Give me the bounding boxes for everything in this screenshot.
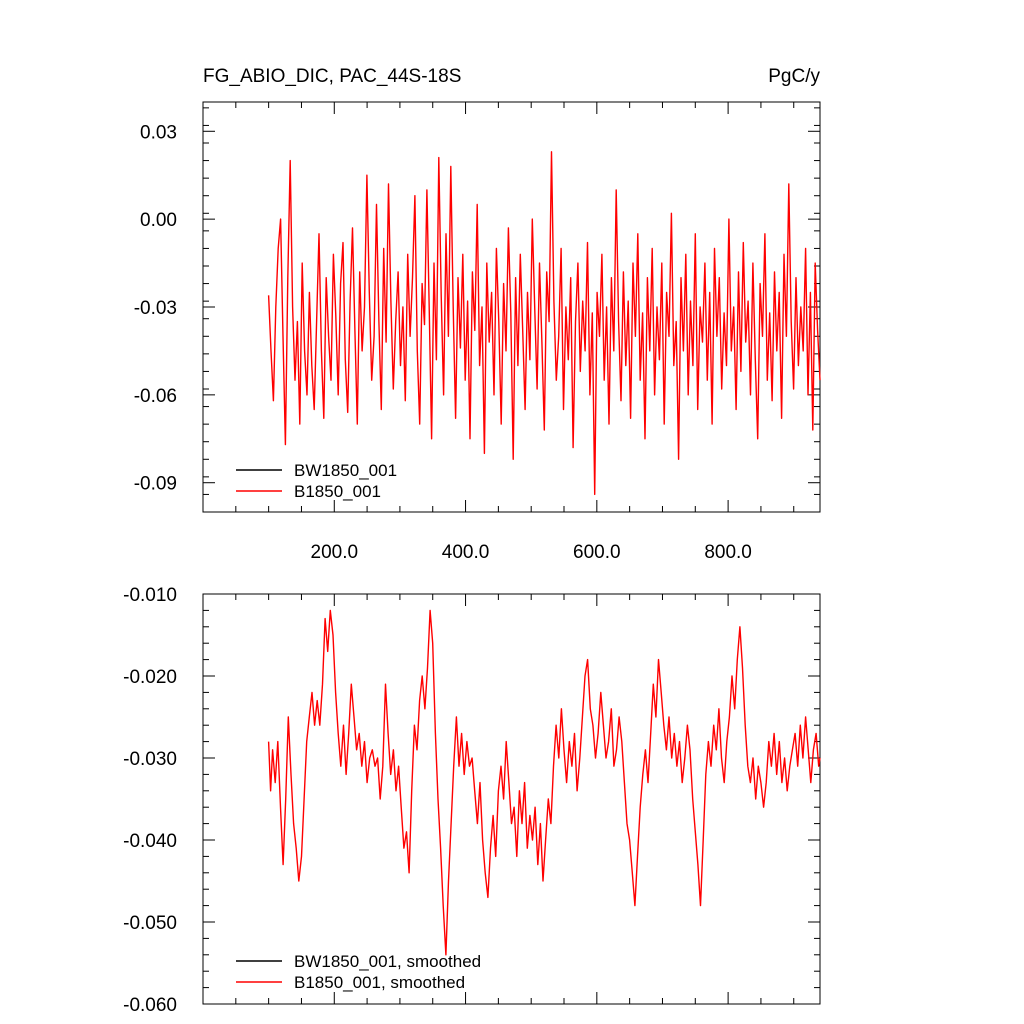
x-tick-label: 400.0 (442, 542, 490, 563)
y-tick-label: -0.040 (123, 831, 177, 852)
y-tick-label: 0.03 (140, 122, 177, 143)
chart-title: FG_ABIO_DIC, PAC_44S-18S (203, 66, 461, 87)
y-tick-label: -0.020 (123, 667, 177, 688)
tick-group-top: 0.03 0.00 -0.03 -0.06 -0.09 200.0 400.0 600.0 80… (134, 102, 820, 563)
y-tick-label: -0.06 (134, 386, 177, 407)
tick-group-bottom: -0.010 -0.020 -0.030 -0.040 -0.050 -0.060 (123, 585, 820, 1016)
legend-label-bw1850-smoothed: BW1850_001, smoothed (294, 952, 481, 971)
x-tick-label: 200.0 (311, 542, 359, 563)
x-tick-label: 800.0 (704, 542, 752, 563)
x-tick-label: 600.0 (573, 542, 621, 563)
legend-top: BW1850_001 B1850_001 (236, 461, 397, 501)
y-tick-label: -0.050 (123, 913, 177, 934)
y-tick-label: -0.03 (134, 298, 177, 319)
series-group-bottom (267, 609, 821, 956)
y-tick-label: -0.030 (123, 749, 177, 770)
legend-bottom: BW1850_001, smoothed B1850_001, smoothed (236, 952, 481, 992)
legend-label-bw1850: BW1850_001 (294, 461, 397, 480)
legend-label-b1850: B1850_001 (294, 482, 381, 501)
legend-label-b1850-smoothed: B1850_001, smoothed (294, 973, 465, 992)
y-tick-label: 0.00 (140, 210, 177, 231)
panel-top: FG_ABIO_DIC, PAC_44S-18S PgC/y 0.03 0.00 -… (134, 66, 821, 563)
units-label: PgC/y (768, 66, 820, 87)
y-tick-label: -0.09 (134, 474, 177, 495)
series-line-bottom-1 (267, 609, 821, 956)
plot-frame-bottom (202, 593, 821, 1005)
panel-bottom: -0.010 -0.020 -0.030 -0.040 -0.050 -0.060 BW1… (123, 585, 821, 1016)
y-tick-label: -0.010 (123, 585, 177, 606)
y-tick-label: -0.060 (123, 995, 177, 1016)
series-line-top-1 (267, 151, 821, 496)
series-group-top (267, 151, 821, 496)
